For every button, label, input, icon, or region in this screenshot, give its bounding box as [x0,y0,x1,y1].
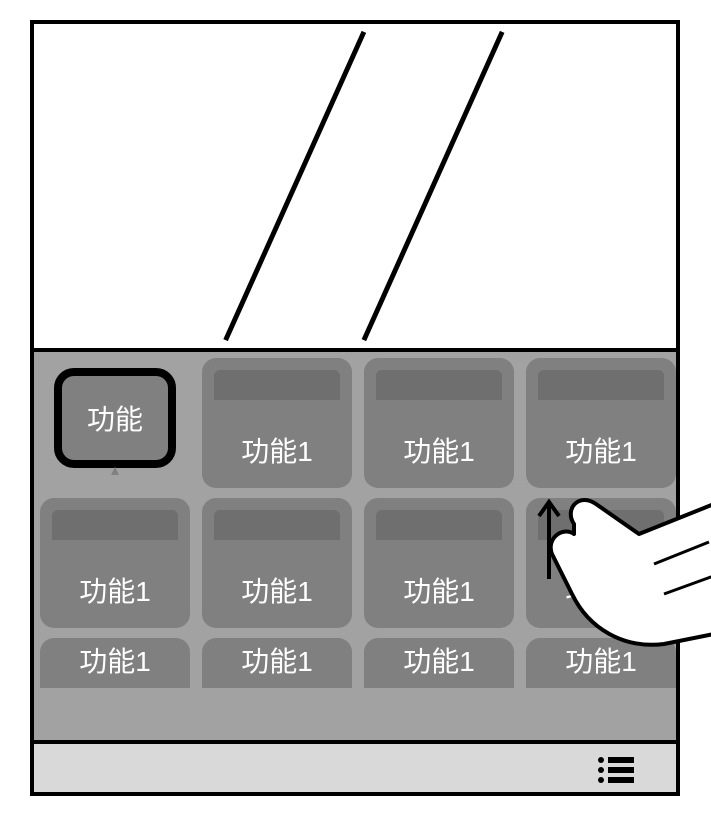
tile-label: 功能1 [202,640,352,680]
tile-label: 功能1 [202,570,352,610]
tile-label: 功能 [87,398,143,438]
top-display-panel [34,24,676,352]
app-grid[interactable]: 功能 ▴ 功能1 功能1 功能1 功能1 [34,352,676,740]
app-tile[interactable]: 功能1 [526,358,676,488]
tile-tab [376,510,502,540]
app-tile[interactable]: 功能1 [202,638,352,688]
tile-label: 功能1 [526,570,676,610]
app-tile[interactable]: 功能1 [364,498,514,628]
tile-tab [376,370,502,400]
diagonal-lines-decoration [34,24,676,348]
tile-label: 功能1 [40,570,190,610]
device-frame: 功能 ▴ 功能1 功能1 功能1 功能1 [30,20,680,796]
tile-label: 功能1 [40,640,190,680]
tile-label: 功能1 [364,640,514,680]
tile-label: 功能1 [202,430,352,470]
menu-button[interactable] [596,754,636,786]
selected-tile[interactable]: 功能 [54,368,176,468]
tile-label: 功能1 [526,430,676,470]
app-tile[interactable]: 功能1 [202,498,352,628]
app-tile[interactable]: 功能1 [364,638,514,688]
list-icon [596,754,636,786]
app-tile[interactable]: 功能1 [526,638,676,688]
tile-label: 功能1 [364,570,514,610]
tile-label: 功能1 [526,640,676,680]
grid-inner: 功能 ▴ 功能1 功能1 功能1 功能1 [40,358,670,740]
tile-tab [214,370,340,400]
app-tile[interactable]: 功能1 [364,358,514,488]
app-tile[interactable]: 功能1 [40,638,190,688]
tile-tab [538,370,664,400]
tile-tab [538,510,664,540]
app-tile[interactable]: 功能1 [526,498,676,628]
app-tile[interactable]: 功能1 [202,358,352,488]
tile-tab [214,510,340,540]
selected-tile-slot[interactable]: 功能 ▴ [40,358,190,488]
tile-tab [52,510,178,540]
app-tile[interactable]: 功能1 [40,498,190,628]
bottom-bar [34,740,676,792]
tile-label: 功能1 [364,430,514,470]
caret-down-icon: ▴ [111,460,119,480]
